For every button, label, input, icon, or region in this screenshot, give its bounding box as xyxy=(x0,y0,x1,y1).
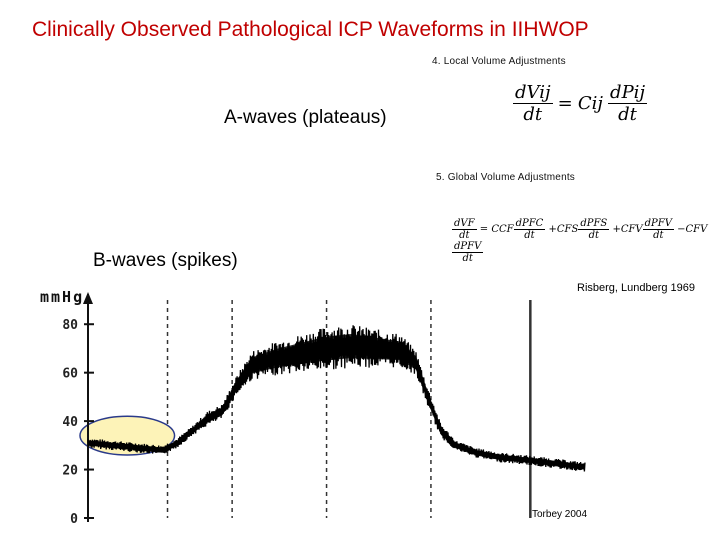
eq4-lhs-num: dVij xyxy=(513,82,553,104)
a-waves-label: A-waves (plateaus) xyxy=(224,107,387,128)
citation-torbey: Torbey 2004 xyxy=(532,509,588,520)
eq5-lhs-den: dt xyxy=(459,230,470,241)
eq4-rhs-fraction: dPij dt xyxy=(608,82,648,125)
citation-risberg: Risberg, Lundberg 1969 xyxy=(577,282,696,294)
eq5-term-den: dt xyxy=(653,230,664,241)
eq5-term-coef: CFS xyxy=(556,224,579,235)
eq5-term-coef: CFV xyxy=(685,224,708,235)
eq5-term-num: dPFV xyxy=(642,218,674,230)
vertical-gridlines xyxy=(166,300,532,518)
eq4-rhs-den: dt xyxy=(618,104,637,125)
y-axis-arrow xyxy=(83,292,93,304)
icp-trace-envelope xyxy=(88,334,585,470)
eq5-term-fraction: dPFS dt xyxy=(578,218,610,241)
global-volume-equation: dVF dt = CCF dPFC dt +CFS dPFS dt +CFV dPFV dt … xyxy=(452,218,720,264)
eq5-lhs-num: dVF xyxy=(452,218,477,230)
eq4-lhs-den: dt xyxy=(523,104,543,125)
eq5-term-coef: CCF xyxy=(491,224,514,235)
y-tick-label: 20 xyxy=(62,464,78,479)
eq5-term-coef: CFV xyxy=(620,224,643,235)
eq4-rhs-num: dPij xyxy=(608,82,648,104)
icp-trace xyxy=(87,325,586,472)
eq4-equals: = xyxy=(557,93,573,114)
eq5-lhs-fraction: dVF dt xyxy=(452,218,477,241)
eq5-term-num: dPFS xyxy=(578,218,610,230)
global-volume-heading: 5. Global Volume Adjustments xyxy=(436,172,576,183)
eq4-coefficient: Cij xyxy=(577,93,603,114)
y-tick-label: 80 xyxy=(62,318,78,333)
y-axis: 0 20 40 60 80 xyxy=(62,292,94,527)
y-axis-unit-label: mmHg xyxy=(40,288,85,306)
y-tick-label: 40 xyxy=(62,415,78,430)
eq5-equals: = xyxy=(479,224,489,235)
local-volume-equation: dVij dt = Cij dPij dt xyxy=(513,82,648,125)
eq5-term-den: dt xyxy=(524,230,535,241)
local-volume-heading: 4. Local Volume Adjustments xyxy=(432,56,566,67)
b-waves-label: B-waves (spikes) xyxy=(93,250,238,271)
eq5-term-den: dt xyxy=(588,230,600,241)
eq5-term-sign: + xyxy=(612,224,621,235)
eq5-term-fraction: dPFV dt xyxy=(642,218,674,241)
slide-title: Clinically Observed Pathological ICP Wav… xyxy=(32,18,589,41)
y-tick-label: 0 xyxy=(70,512,78,527)
eq5-term-fraction: dPFV dt xyxy=(452,241,484,264)
eq5-term-num: dPFC xyxy=(513,218,546,230)
eq5-term-num: dPFV xyxy=(452,241,484,253)
eq4-lhs-fraction: dVij dt xyxy=(513,82,553,125)
eq5-term-fraction: dPFC dt xyxy=(513,218,546,241)
eq5-term-den: dt xyxy=(462,253,473,264)
y-tick-label: 60 xyxy=(62,367,78,382)
eq5-term-sign: − xyxy=(677,224,686,235)
eq5-term-sign: + xyxy=(548,224,557,235)
